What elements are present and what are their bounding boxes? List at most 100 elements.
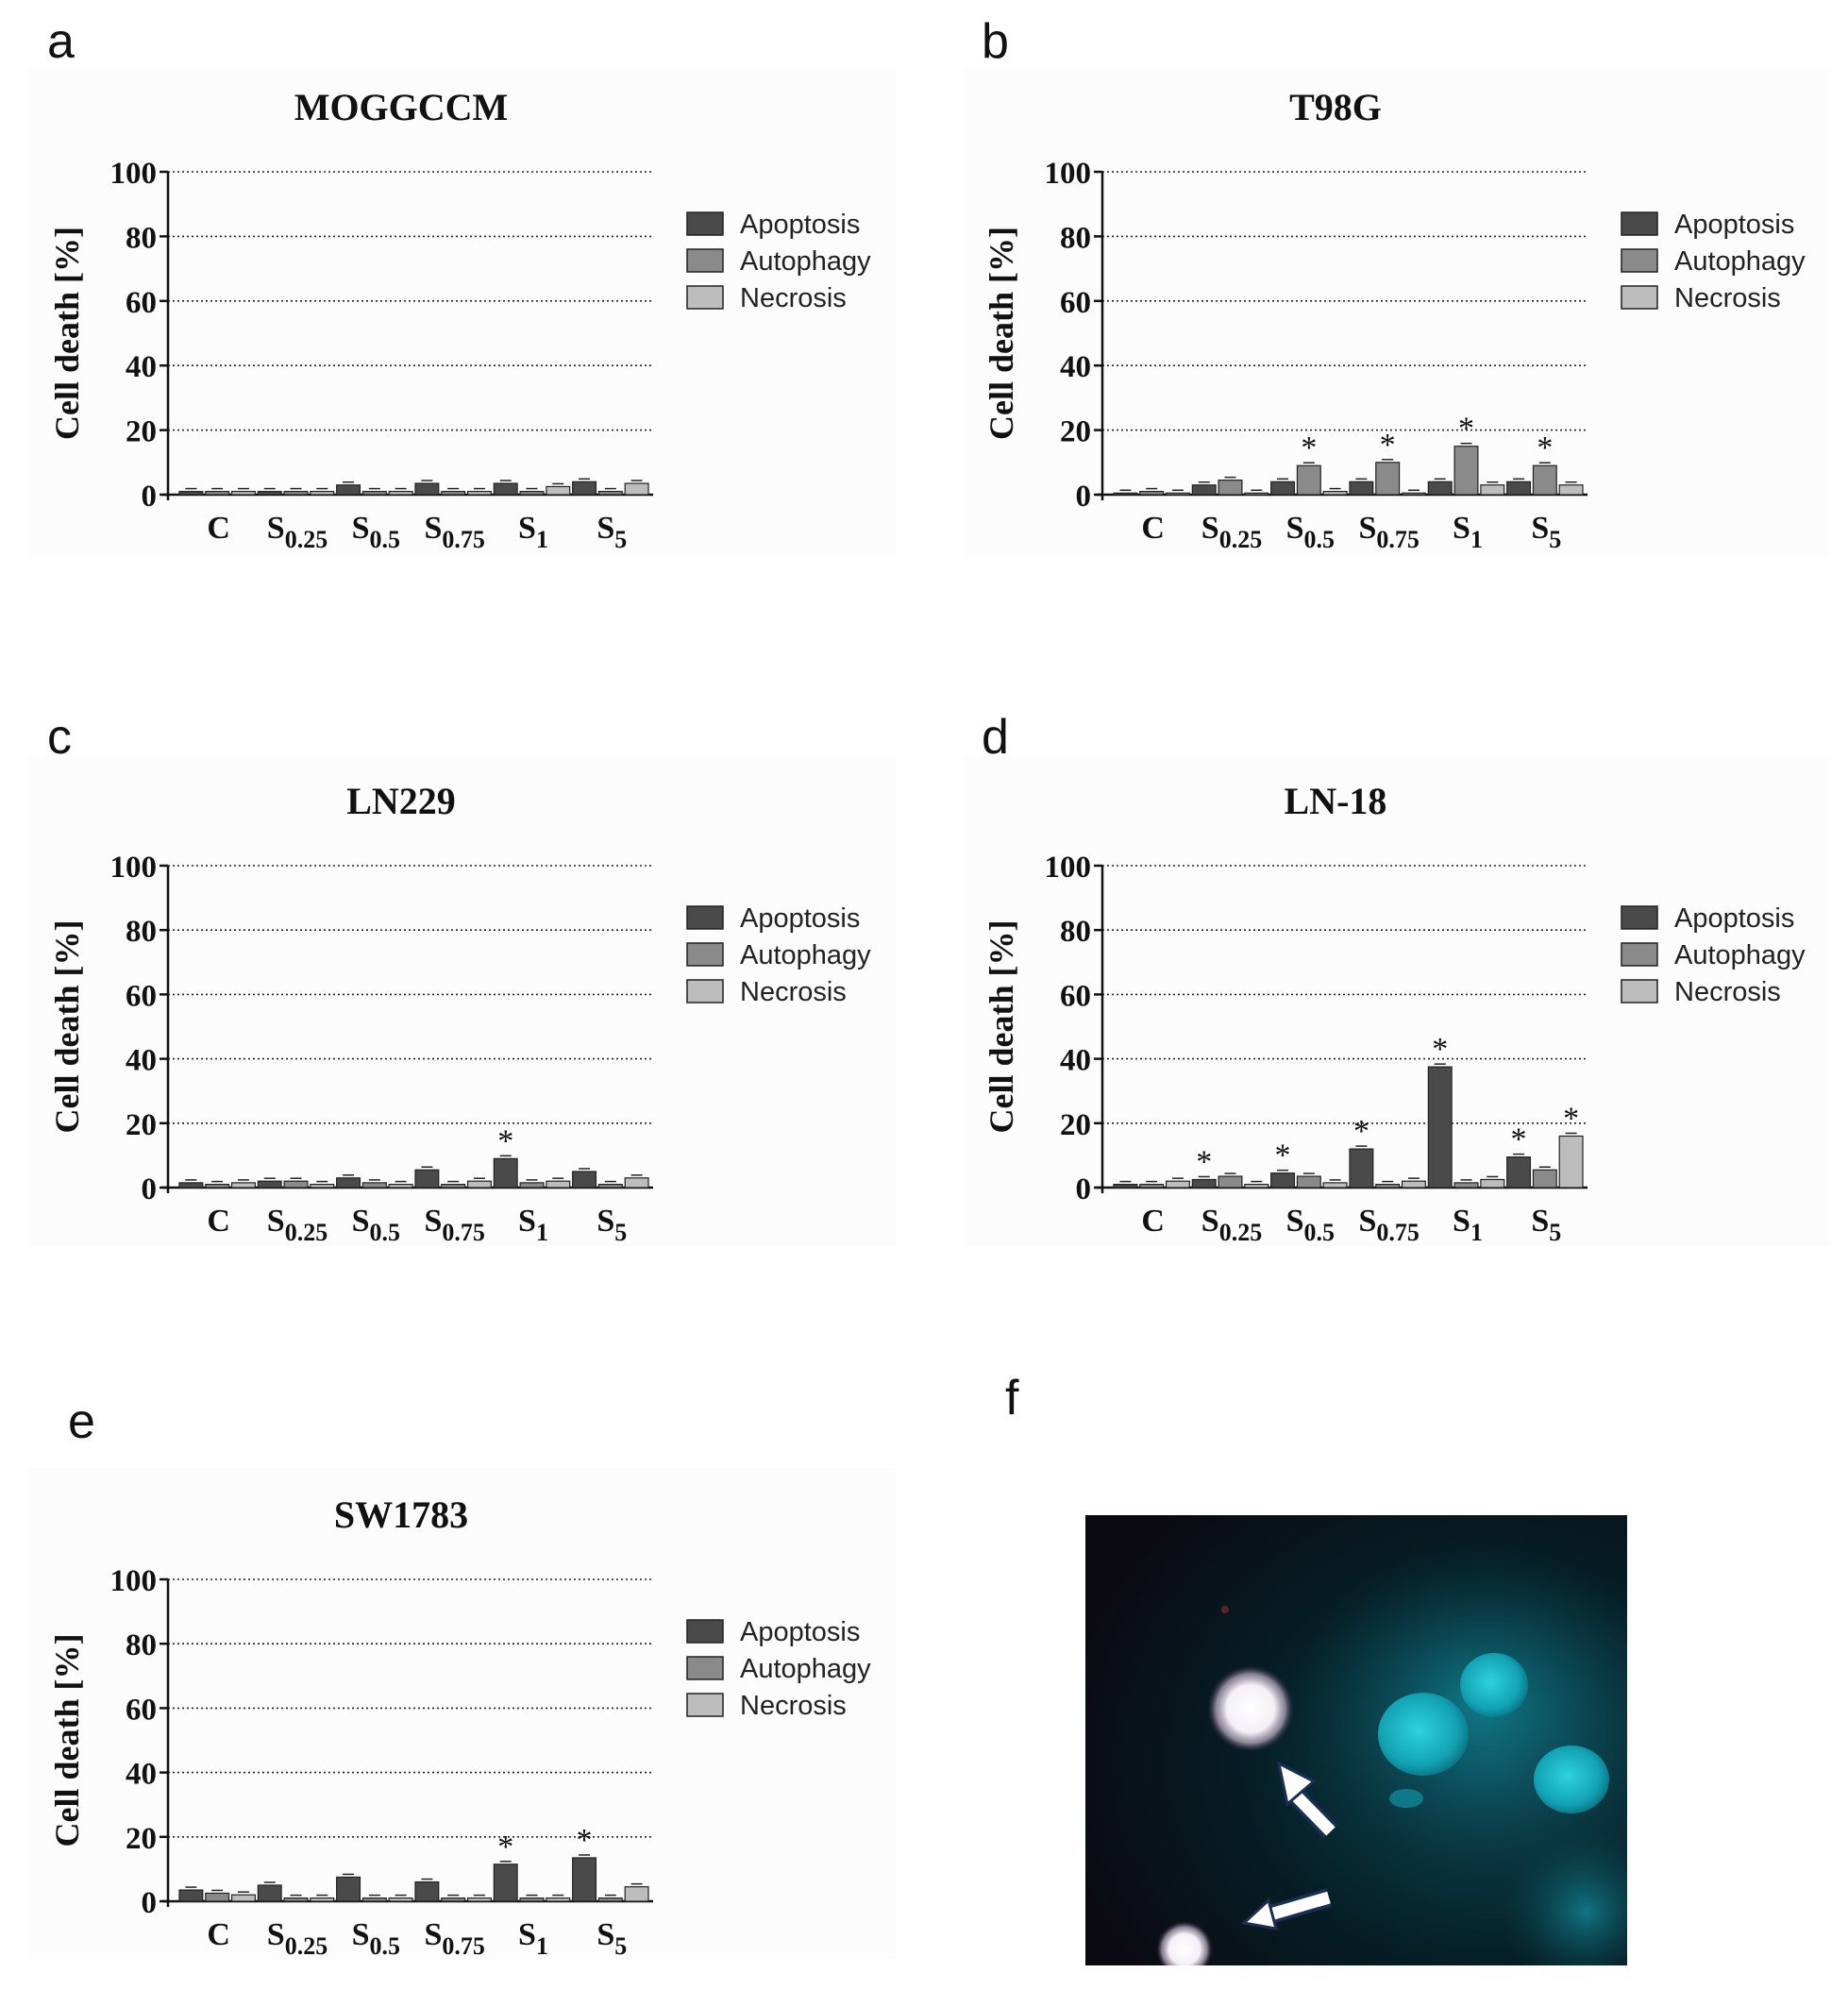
significance-star: *	[1353, 1114, 1369, 1149]
y-tick-label: 40	[126, 1044, 157, 1078]
legend-label-necrosis: Necrosis	[1674, 283, 1781, 313]
x-tick-label: S0.5	[352, 1917, 400, 1960]
x-tick-label: S0.25	[267, 1204, 328, 1246]
x-tick-label: S1	[518, 1917, 548, 1960]
bar-apoptosis	[493, 1864, 518, 1902]
legend-label-necrosis: Necrosis	[740, 283, 847, 313]
bar-necrosis	[466, 1897, 492, 1902]
chart-b: T98G 0 20 40 60 80 100 Cell death [%] C S0.25 * S0.…	[963, 68, 1831, 559]
bar-apoptosis	[1427, 481, 1453, 496]
bar-apoptosis	[572, 1171, 597, 1189]
y-axis-label: Cell death [%]	[983, 227, 1020, 440]
x-tick-label: S0.75	[424, 1917, 484, 1960]
y-axis-label: Cell death [%]	[48, 920, 86, 1134]
significance-star: *	[1537, 430, 1553, 465]
panel-letter-e: e	[68, 1394, 95, 1449]
chart-title: SW1783	[334, 1493, 468, 1536]
legend-swatch-apoptosis	[1621, 905, 1658, 930]
bar-apoptosis	[414, 1881, 440, 1902]
bar-necrosis	[546, 485, 571, 496]
legend-swatch-autophagy	[686, 942, 724, 967]
legend-swatch-necrosis	[1621, 979, 1658, 1004]
arrow-upper	[1276, 1761, 1338, 1838]
bar-apoptosis	[336, 484, 361, 496]
bar-necrosis	[310, 490, 335, 496]
bar-autophagy	[205, 490, 230, 496]
x-tick-label: S5	[1531, 511, 1561, 553]
legend-label-apoptosis: Apoptosis	[1674, 903, 1794, 934]
bar-autophagy	[1532, 1169, 1557, 1189]
y-tick-label: 80	[126, 221, 157, 255]
bar-apoptosis	[257, 1180, 282, 1189]
bar-autophagy	[597, 1183, 623, 1189]
x-tick-label: S0.5	[1286, 511, 1335, 553]
panel-letter-b: b	[982, 14, 1009, 69]
x-tick-label: S1	[518, 511, 548, 553]
y-tick-label: 80	[1060, 915, 1091, 949]
bar-apoptosis	[178, 1889, 204, 1902]
bar-necrosis	[1322, 1182, 1348, 1189]
y-tick-label: 60	[1060, 979, 1091, 1013]
x-tick-label: S0.5	[352, 1204, 400, 1246]
legend-label-apoptosis: Apoptosis	[740, 210, 860, 240]
legend-label-necrosis: Necrosis	[740, 1691, 847, 1721]
bar-apoptosis	[1270, 1172, 1296, 1189]
bar-apoptosis	[1191, 1178, 1217, 1189]
bar-autophagy	[1218, 480, 1243, 496]
bar-autophagy	[1296, 1175, 1321, 1189]
y-tick-label: 80	[1060, 221, 1091, 255]
y-axis-label: Cell death [%]	[48, 227, 86, 440]
y-tick-label: 40	[126, 1758, 157, 1792]
bar-autophagy	[1139, 1183, 1165, 1189]
y-tick-label: 20	[1060, 415, 1091, 449]
x-tick-label: S0.5	[1286, 1204, 1335, 1246]
bar-autophagy	[361, 1182, 387, 1189]
bar-necrosis	[1480, 1178, 1505, 1189]
bar-autophagy	[361, 1897, 387, 1902]
bar-necrosis	[466, 1180, 492, 1189]
arrow-lower	[1240, 1888, 1332, 1931]
legend-swatch-necrosis	[686, 1693, 724, 1717]
panel-letter-d: d	[982, 710, 1009, 765]
x-tick-label: C	[207, 511, 230, 546]
x-tick-label: C	[1141, 1204, 1165, 1239]
bar-autophagy	[1296, 464, 1321, 496]
bar-apoptosis	[1113, 1183, 1138, 1189]
bar-autophagy	[1532, 464, 1557, 496]
x-tick-label: C	[207, 1917, 230, 1952]
bar-autophagy	[283, 490, 309, 496]
y-tick-label: 20	[126, 1108, 157, 1142]
y-tick-label: 100	[1045, 851, 1092, 885]
x-tick-label: S0.75	[1358, 511, 1419, 553]
y-tick-label: 0	[142, 1886, 158, 1920]
legend-swatch-necrosis	[1621, 285, 1658, 310]
bar-apoptosis	[178, 490, 204, 496]
bar-necrosis	[546, 1897, 571, 1902]
y-tick-label: 20	[1060, 1108, 1091, 1142]
y-tick-label: 100	[110, 1564, 158, 1598]
y-axis-label: Cell death [%]	[983, 920, 1020, 1134]
x-tick-label: S5	[1531, 1204, 1561, 1246]
bar-necrosis	[1558, 484, 1584, 496]
bar-apoptosis	[257, 1884, 282, 1902]
y-tick-label: 100	[110, 157, 158, 191]
bar-necrosis	[310, 1183, 335, 1189]
y-tick-label: 40	[1060, 1044, 1091, 1078]
y-tick-label: 60	[126, 1693, 157, 1727]
y-tick-label: 20	[126, 1822, 157, 1856]
legend-label-apoptosis: Apoptosis	[740, 903, 860, 934]
chart-background	[28, 68, 897, 559]
x-tick-label: S0.5	[352, 511, 400, 553]
chart-d: LN-18 0 20 40 60 80 100 Cell death [%] C * S0.25 * S…	[963, 755, 1831, 1246]
bar-apoptosis	[1506, 481, 1532, 496]
bar-necrosis	[388, 490, 413, 496]
chart-title: MOGGCCM	[294, 86, 509, 128]
bar-autophagy	[205, 1183, 230, 1189]
bar-apoptosis	[1506, 1156, 1532, 1189]
cyan-fragment	[1389, 1789, 1423, 1808]
x-tick-label: S0.75	[424, 511, 484, 553]
bar-necrosis	[1165, 1180, 1190, 1189]
chart-background	[28, 1468, 897, 1959]
legend-label-necrosis: Necrosis	[740, 977, 847, 1007]
